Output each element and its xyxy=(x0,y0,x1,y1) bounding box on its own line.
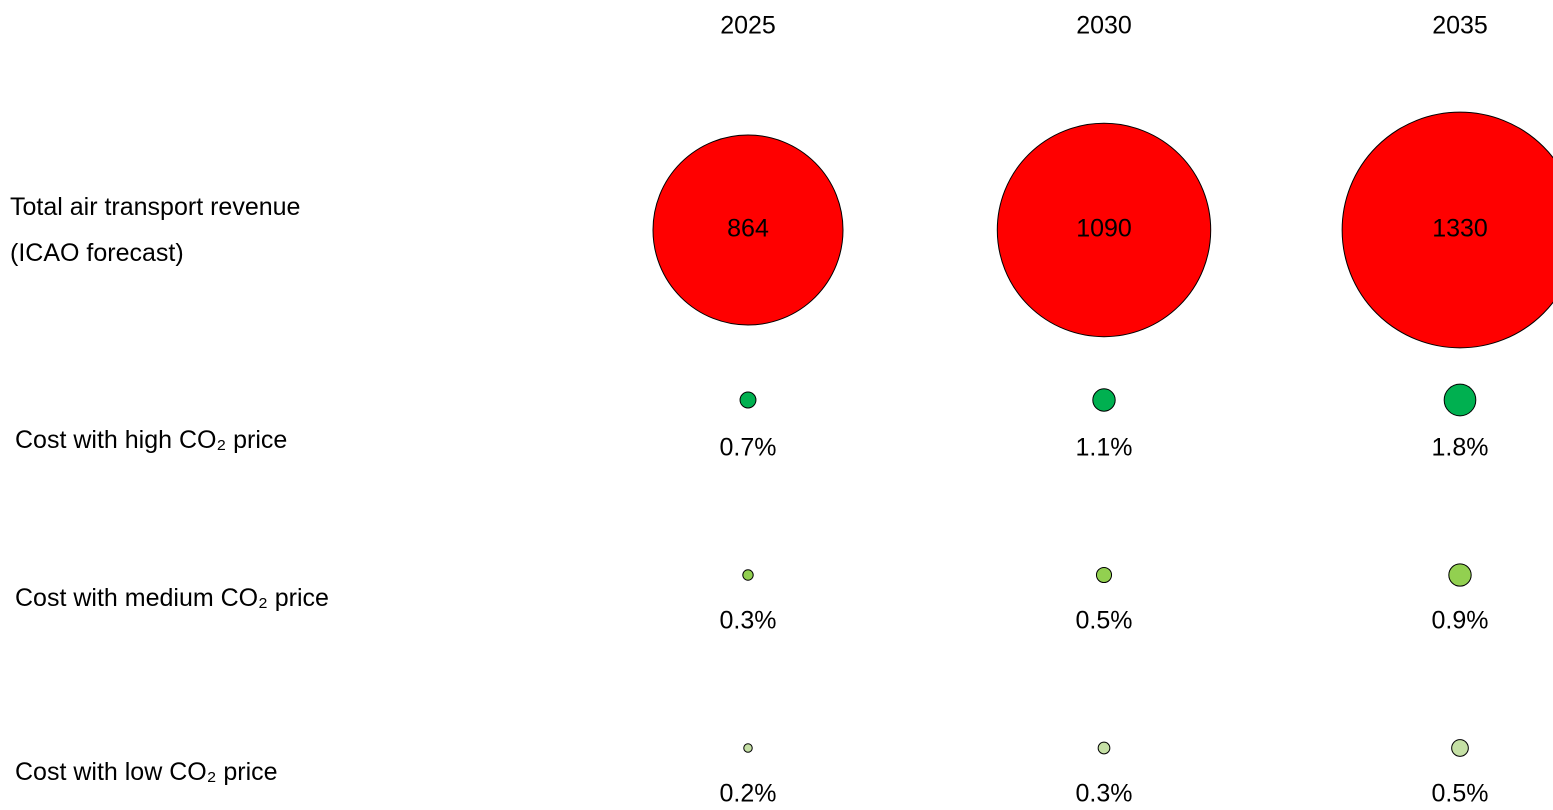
bubble xyxy=(996,122,1212,338)
bubble xyxy=(1451,739,1469,757)
bubble xyxy=(1095,566,1113,584)
value-label: 0.2% xyxy=(720,780,777,808)
value-label: 0.9% xyxy=(1432,607,1489,635)
row-label: Cost with high CO₂ price xyxy=(15,426,288,454)
bubble xyxy=(652,134,844,326)
bubble xyxy=(1443,383,1477,417)
value-label: 864 xyxy=(727,215,769,243)
row-label: Cost with medium CO₂ price xyxy=(15,584,329,612)
value-label: 0.5% xyxy=(1432,780,1489,808)
bubble xyxy=(1097,741,1111,755)
value-label: 1.1% xyxy=(1076,434,1133,462)
bubble xyxy=(742,569,754,581)
value-label: 1090 xyxy=(1076,215,1132,243)
value-label: 0.3% xyxy=(1076,780,1133,808)
row-label: Cost with low CO₂ price xyxy=(15,758,278,786)
row-label: Total air transport revenue (ICAO foreca… xyxy=(10,193,301,267)
value-label: 1330 xyxy=(1432,215,1488,243)
value-label: 0.3% xyxy=(720,607,777,635)
value-label: 1.8% xyxy=(1432,434,1489,462)
year-label: 2030 xyxy=(1076,12,1132,40)
bubble xyxy=(1448,563,1472,587)
bubble xyxy=(743,743,753,753)
bubble xyxy=(1341,111,1553,349)
value-label: 0.7% xyxy=(720,434,777,462)
year-label: 2035 xyxy=(1432,12,1488,40)
year-label: 2025 xyxy=(720,12,776,40)
value-label: 0.5% xyxy=(1076,607,1133,635)
bubble xyxy=(1092,388,1116,412)
bubble xyxy=(739,391,757,409)
